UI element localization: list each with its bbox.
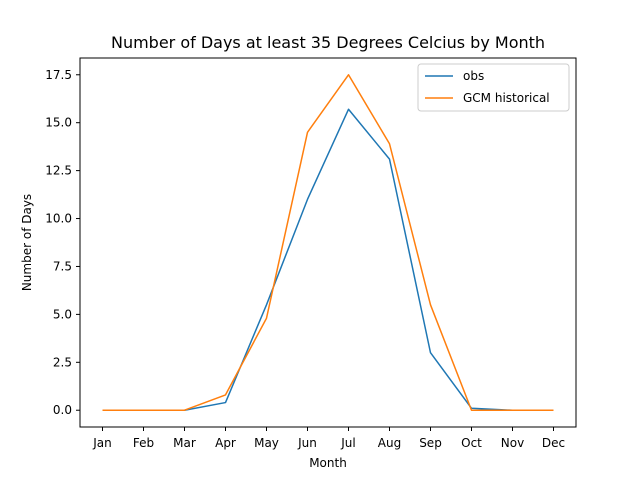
y-tick-label: 15.0 [45,116,72,130]
axes-frame [79,57,577,428]
x-tick-label: Apr [215,436,236,450]
x-tick-label: Oct [461,436,482,450]
x-tick-label: Feb [133,436,154,450]
y-tick-label: 5.0 [53,307,72,321]
x-tick-label: Sep [419,436,442,450]
y-axis-label: Number of Days [20,194,34,291]
y-tick-label: 2.5 [53,355,72,369]
x-tick-label: Jul [340,436,355,450]
legend: obs GCM historical [417,63,570,112]
series-line-0 [102,108,554,411]
legend-box [417,63,570,112]
x-tick-label: Dec [542,436,565,450]
y-tick-label: 7.5 [53,259,72,273]
y-tick-label: 12.5 [45,164,72,178]
chart-title: Number of Days at least 35 Degrees Celci… [111,33,545,52]
x-tick-label: Nov [501,436,524,450]
x-tick-label: Mar [173,436,196,450]
y-tick-label: 17.5 [45,68,72,82]
legend-label: obs [463,69,484,83]
y-tick-label: 10.0 [45,212,72,226]
x-axis-label: Month [309,456,347,470]
series-line-1 [102,74,554,411]
x-tick-label: Jan [92,436,112,450]
y-tick-label: 0.0 [53,403,72,417]
y-axis: 0.0 2.5 5.0 7.5 10.0 12.5 15.0 17.5 [45,68,80,417]
x-axis: Jan Feb Mar Apr May Jun Jul Aug Sep Oct Nov Dec [92,427,565,450]
x-tick-label: Jun [297,436,317,450]
x-tick-label: May [254,436,279,450]
x-tick-label: Aug [378,436,401,450]
plot-area [102,74,554,411]
legend-label: GCM historical [463,91,550,105]
